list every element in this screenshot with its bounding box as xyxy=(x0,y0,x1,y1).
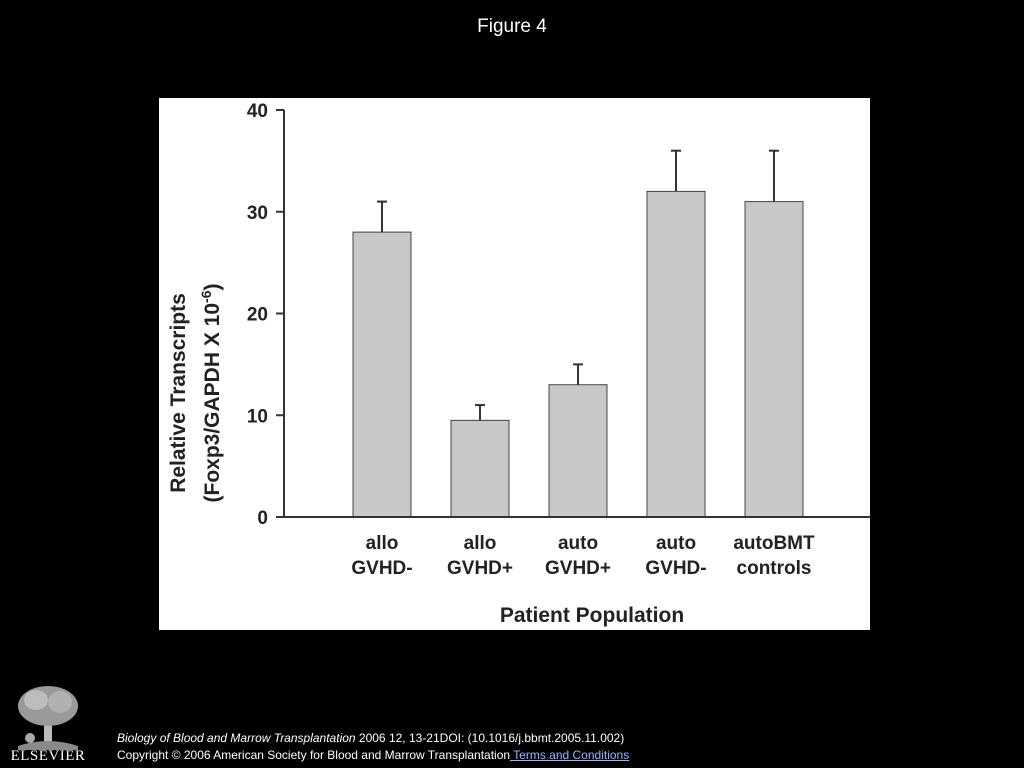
terms-and-conditions-link[interactable]: Terms and Conditions xyxy=(510,748,630,762)
x-category-label: allo xyxy=(366,533,399,554)
bar xyxy=(646,190,706,518)
copyright-text: Copyright © 2006 American Society for Bl… xyxy=(117,748,511,762)
journal-name: Biology of Blood and Marrow Transplantat… xyxy=(117,731,356,745)
y-axis-title-line2: (Foxp3/GAPDH X 10-6) xyxy=(198,284,224,503)
x-axis-title: Patient Population xyxy=(500,604,684,627)
bar xyxy=(450,419,510,518)
figure-panel: 0 10 20 30 40 allo GVHD-allo GVHD+ auto GVHD+ aut… xyxy=(159,98,870,630)
x-category-label: GVHD+ xyxy=(447,558,513,579)
y-axis-title: Relative Transcripts (Foxp3/GAPDH X 10-6… xyxy=(167,284,224,503)
y-tick-label: 0 xyxy=(257,508,268,529)
bar xyxy=(352,231,412,518)
x-category-label: auto xyxy=(656,533,696,554)
bar xyxy=(548,384,608,518)
elsevier-tree-logo-icon xyxy=(18,686,78,750)
x-category-label: GVHD- xyxy=(645,558,706,579)
y-tick-label: 20 xyxy=(247,305,268,326)
copyright-line: Copyright © 2006 American Society for Bl… xyxy=(117,747,629,764)
citation-details: 2006 12, 13-21DOI: (10.1016/j.bbmt.2005.… xyxy=(355,731,625,745)
citation-block: Biology of Blood and Marrow Transplantat… xyxy=(117,730,629,764)
y-tick-label: 30 xyxy=(247,203,268,224)
x-category-label: controls xyxy=(737,558,812,579)
citation-line: Biology of Blood and Marrow Transplantat… xyxy=(117,730,629,747)
bar xyxy=(744,201,804,518)
x-category-label: auto xyxy=(558,533,598,554)
bar-chart: 0 10 20 30 40 allo GVHD-allo GVHD+ auto GVHD+ aut… xyxy=(167,101,870,627)
x-category-label: autoBMT xyxy=(733,533,815,554)
y-axis-title-line1: Relative Transcripts xyxy=(167,293,190,493)
x-category-label: GVHD+ xyxy=(545,558,611,579)
x-category-label: GVHD- xyxy=(351,558,412,579)
y-tick-label: 40 xyxy=(247,101,268,122)
y-tick-label: 10 xyxy=(247,406,268,427)
publisher-logo-text: ELSEVIER xyxy=(10,748,86,764)
x-category-label: allo xyxy=(464,533,497,554)
slide-title: Figure 4 xyxy=(477,16,547,37)
